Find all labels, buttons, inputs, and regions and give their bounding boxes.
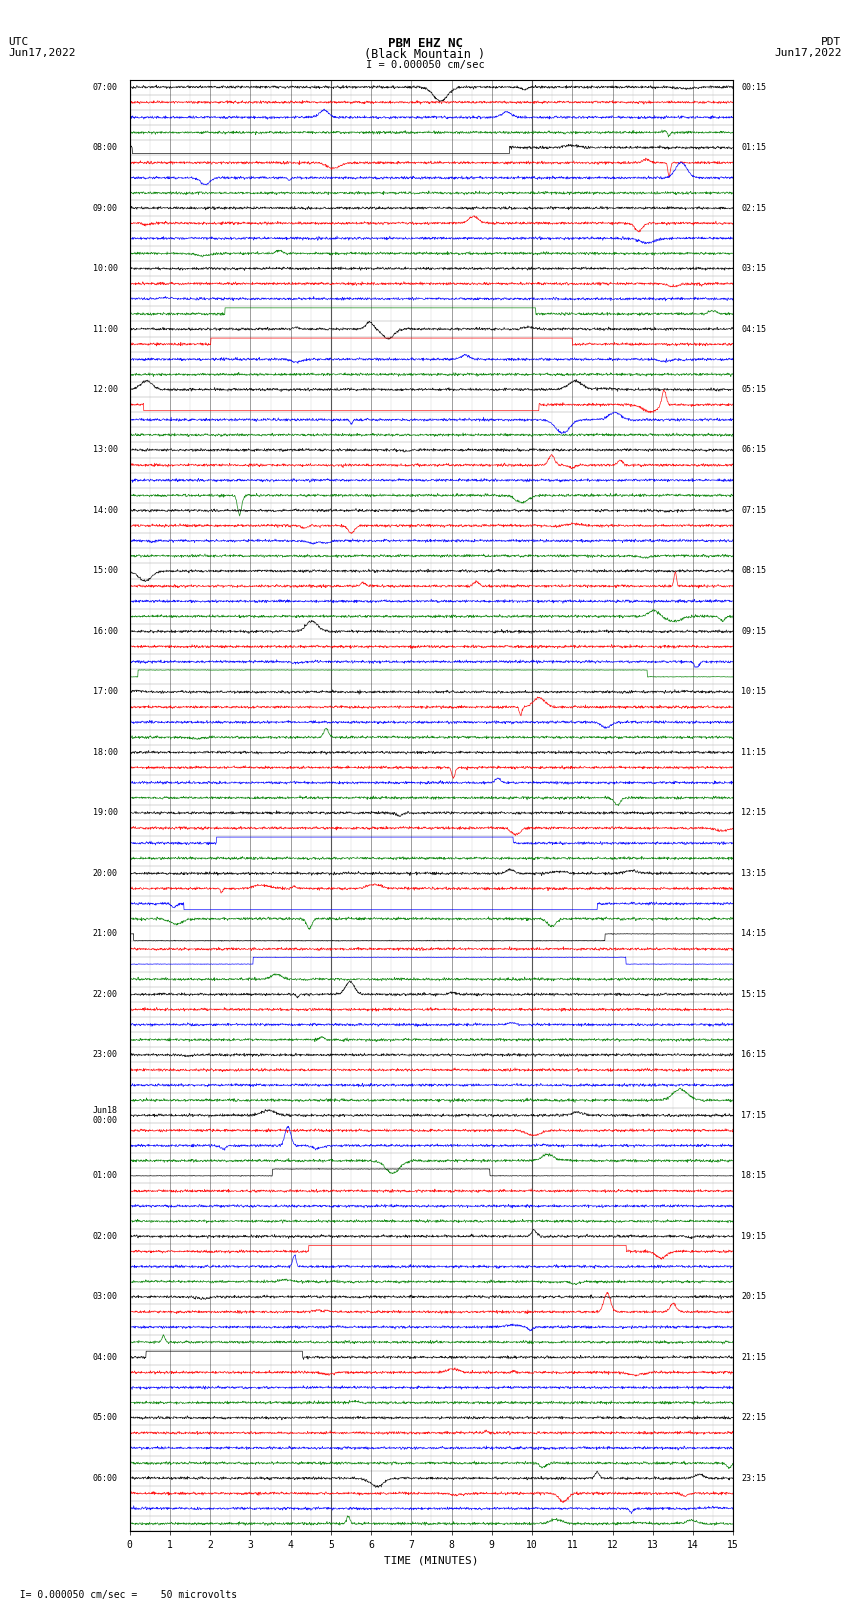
Text: 07:00: 07:00 <box>93 82 117 92</box>
Text: 16:00: 16:00 <box>93 627 117 636</box>
Text: PBM EHZ NC: PBM EHZ NC <box>388 37 462 50</box>
Text: 19:00: 19:00 <box>93 808 117 818</box>
Text: 01:15: 01:15 <box>741 144 766 152</box>
Text: (Black Mountain ): (Black Mountain ) <box>365 48 485 61</box>
Text: 14:00: 14:00 <box>93 506 117 515</box>
Text: 10:00: 10:00 <box>93 265 117 273</box>
Text: 16:15: 16:15 <box>741 1050 766 1060</box>
Text: 06:15: 06:15 <box>741 445 766 455</box>
Text: I= 0.000050 cm/sec =    50 microvolts: I= 0.000050 cm/sec = 50 microvolts <box>8 1590 238 1600</box>
Text: 00:15: 00:15 <box>741 82 766 92</box>
Text: 12:00: 12:00 <box>93 386 117 394</box>
Text: 15:15: 15:15 <box>741 990 766 998</box>
Text: 18:15: 18:15 <box>741 1171 766 1181</box>
Text: I = 0.000050 cm/sec: I = 0.000050 cm/sec <box>366 60 484 69</box>
Text: 22:15: 22:15 <box>741 1413 766 1423</box>
Text: 01:00: 01:00 <box>93 1171 117 1181</box>
Text: 11:00: 11:00 <box>93 324 117 334</box>
Text: 17:15: 17:15 <box>741 1111 766 1119</box>
Text: 03:00: 03:00 <box>93 1292 117 1302</box>
Text: PDT: PDT <box>821 37 842 47</box>
Text: 08:00: 08:00 <box>93 144 117 152</box>
Text: 14:15: 14:15 <box>741 929 766 939</box>
Text: 19:15: 19:15 <box>741 1232 766 1240</box>
Text: Jun17,2022: Jun17,2022 <box>774 48 842 58</box>
Text: 06:00: 06:00 <box>93 1474 117 1482</box>
Text: Jun18
00:00: Jun18 00:00 <box>93 1107 117 1124</box>
Text: 13:15: 13:15 <box>741 869 766 877</box>
Text: 04:00: 04:00 <box>93 1353 117 1361</box>
Text: 09:15: 09:15 <box>741 627 766 636</box>
Text: 22:00: 22:00 <box>93 990 117 998</box>
Text: UTC: UTC <box>8 37 29 47</box>
Text: 23:15: 23:15 <box>741 1474 766 1482</box>
Text: 23:00: 23:00 <box>93 1050 117 1060</box>
Text: 08:15: 08:15 <box>741 566 766 576</box>
Text: 05:15: 05:15 <box>741 386 766 394</box>
Text: 21:15: 21:15 <box>741 1353 766 1361</box>
Text: 03:15: 03:15 <box>741 265 766 273</box>
Text: 11:15: 11:15 <box>741 748 766 756</box>
Text: 18:00: 18:00 <box>93 748 117 756</box>
Text: 02:15: 02:15 <box>741 203 766 213</box>
Text: 09:00: 09:00 <box>93 203 117 213</box>
Text: 07:15: 07:15 <box>741 506 766 515</box>
Text: 13:00: 13:00 <box>93 445 117 455</box>
Text: 10:15: 10:15 <box>741 687 766 697</box>
Text: 12:15: 12:15 <box>741 808 766 818</box>
X-axis label: TIME (MINUTES): TIME (MINUTES) <box>384 1557 479 1566</box>
Text: 04:15: 04:15 <box>741 324 766 334</box>
Text: 05:00: 05:00 <box>93 1413 117 1423</box>
Text: 20:00: 20:00 <box>93 869 117 877</box>
Text: 17:00: 17:00 <box>93 687 117 697</box>
Text: Jun17,2022: Jun17,2022 <box>8 48 76 58</box>
Text: 02:00: 02:00 <box>93 1232 117 1240</box>
Text: 15:00: 15:00 <box>93 566 117 576</box>
Text: 20:15: 20:15 <box>741 1292 766 1302</box>
Text: 21:00: 21:00 <box>93 929 117 939</box>
